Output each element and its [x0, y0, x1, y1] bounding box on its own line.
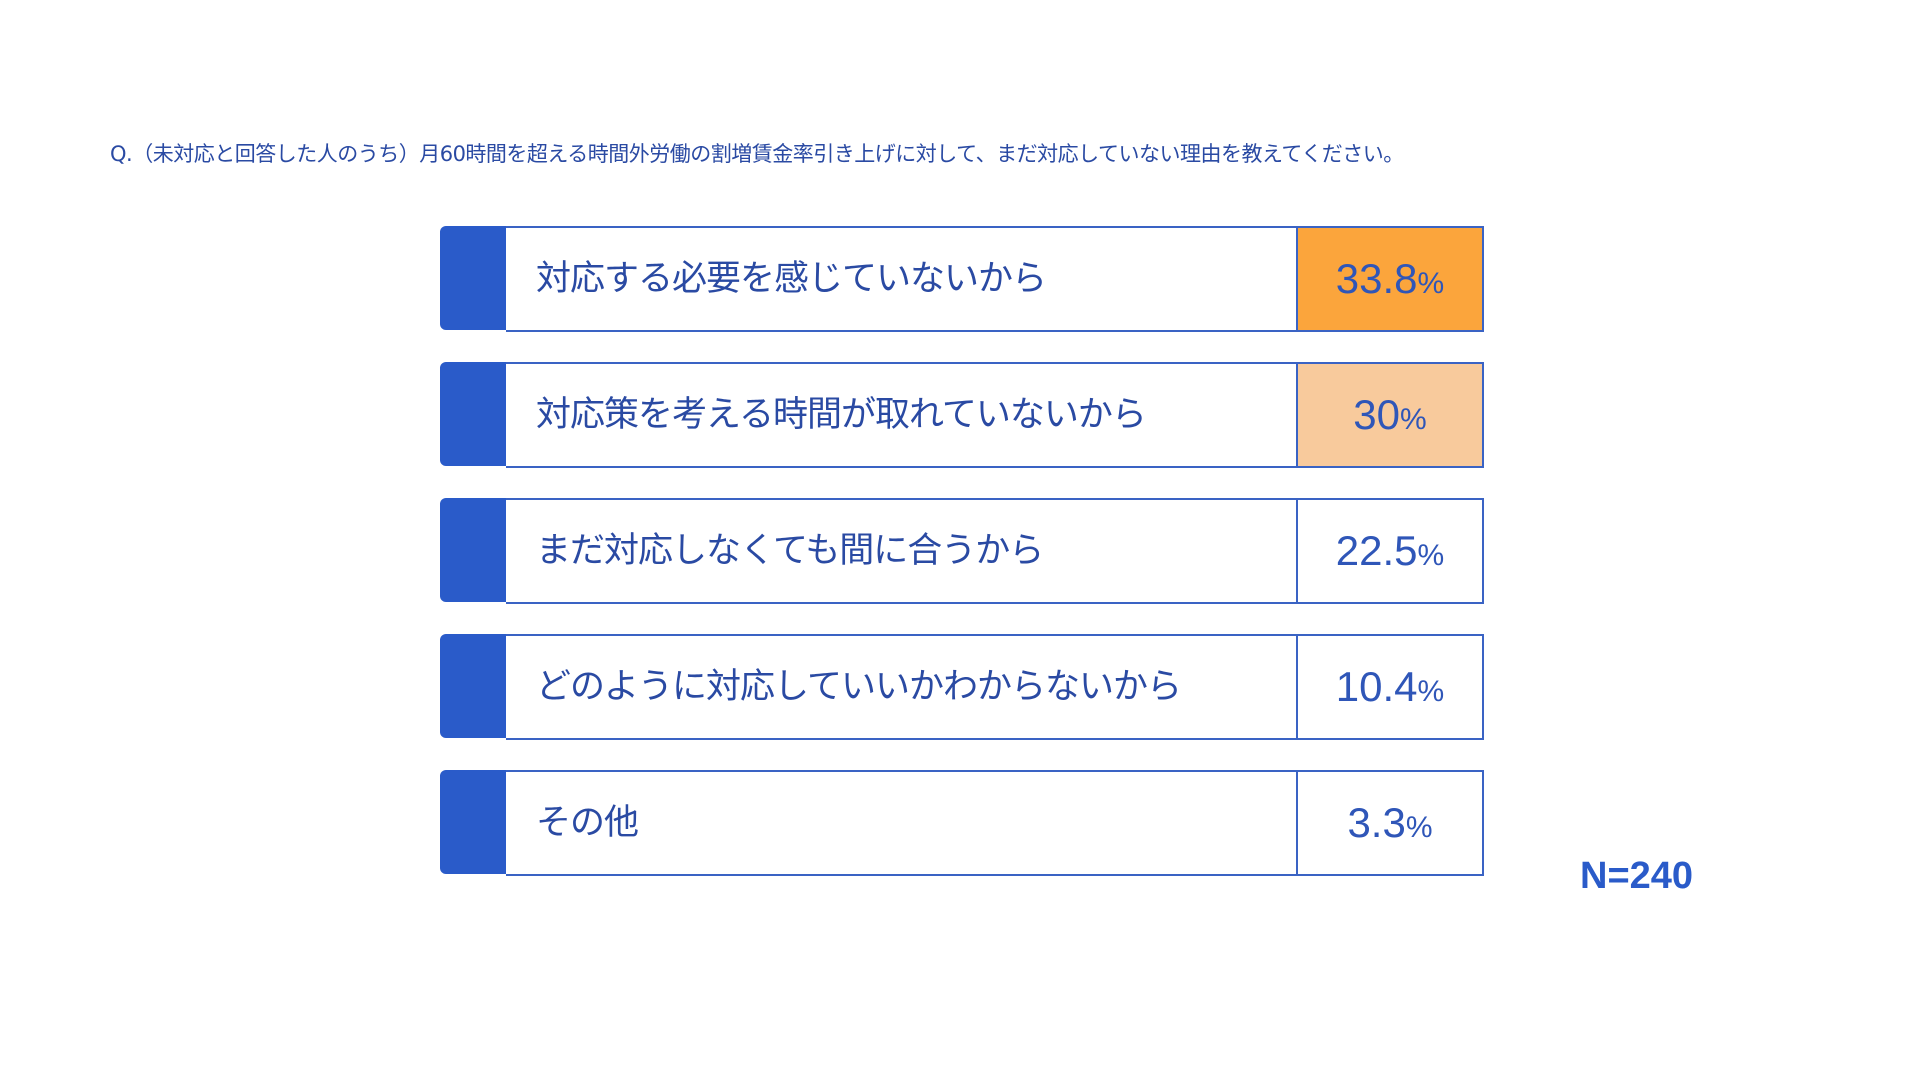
value-unit: % — [1417, 539, 1445, 572]
answer-row: どのように対応していいかわからないから 10.4% — [440, 634, 1500, 740]
value-unit: % — [1417, 267, 1445, 300]
row-marker — [440, 770, 512, 874]
answer-row: 対応策を考える時間が取れていないから 30% — [440, 362, 1500, 468]
value-unit: % — [1405, 811, 1433, 844]
value-number: 33.8 — [1335, 255, 1418, 302]
answer-value: 30% — [1296, 362, 1484, 468]
value-unit: % — [1417, 675, 1445, 708]
value-number: 3.3 — [1347, 799, 1406, 846]
answer-label: どのように対応していいかわからないから — [536, 667, 1182, 707]
question-text: Q.（未対応と回答した人のうち）月60時間を超える時間外労働の割増賃金率引き上げ… — [110, 142, 1404, 166]
answer-label: 対応する必要を感じていないから — [536, 259, 1047, 299]
answer-label: 対応策を考える時間が取れていないから — [536, 395, 1147, 435]
value-number: 30 — [1353, 391, 1401, 438]
answer-row: 対応する必要を感じていないから 33.8% — [440, 226, 1500, 332]
answer-label-box: その他 — [506, 770, 1302, 876]
answer-value: 3.3% — [1296, 770, 1484, 876]
answer-value: 10.4% — [1296, 634, 1484, 740]
answer-label-box: まだ対応しなくても間に合うから — [506, 498, 1302, 604]
value-unit: % — [1400, 403, 1427, 436]
value-number: 22.5 — [1335, 527, 1418, 574]
value-number: 10.4 — [1335, 663, 1418, 710]
sample-size: N=240 — [1580, 855, 1694, 897]
answer-value: 22.5% — [1296, 498, 1484, 604]
answer-label: その他 — [536, 803, 639, 843]
answer-row: その他 3.3% — [440, 770, 1500, 876]
answer-row: まだ対応しなくても間に合うから 22.5% — [440, 498, 1500, 604]
answer-label: まだ対応しなくても間に合うから — [536, 531, 1044, 571]
row-marker — [440, 498, 512, 602]
row-marker — [440, 226, 512, 330]
answer-value: 33.8% — [1296, 226, 1484, 332]
answer-label-box: 対応する必要を感じていないから — [506, 226, 1302, 332]
row-marker — [440, 362, 512, 466]
answer-label-box: どのように対応していいかわからないから — [506, 634, 1302, 740]
row-marker — [440, 634, 512, 738]
answer-label-box: 対応策を考える時間が取れていないから — [506, 362, 1302, 468]
